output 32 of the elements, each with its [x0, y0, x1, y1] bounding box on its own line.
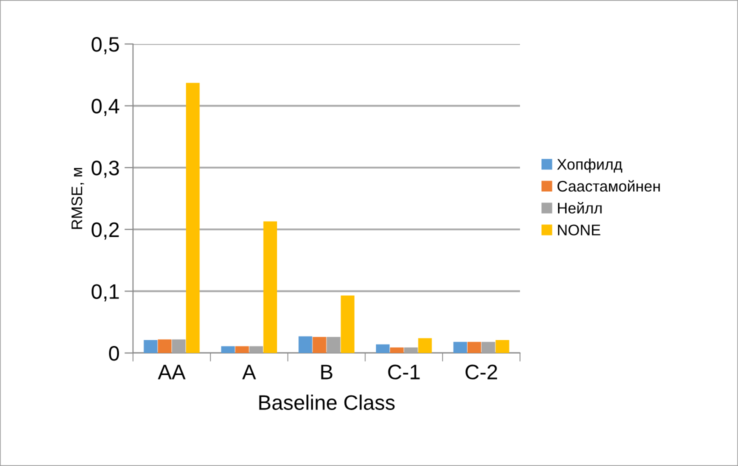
- x-tick-label: B: [321, 364, 332, 380]
- x-axis-title: Baseline Class: [259, 394, 395, 410]
- bar: [453, 342, 468, 353]
- y-tick-label: 0: [109, 346, 119, 361]
- bar: [221, 346, 235, 353]
- x-tick-label: A: [242, 364, 256, 380]
- bar: [186, 82, 200, 353]
- bar: [235, 346, 249, 353]
- x-tick-label: C-1: [388, 364, 420, 380]
- bar: [144, 340, 158, 353]
- y-tick-label: 0,5: [92, 37, 119, 54]
- x-tick-label: C-2: [466, 364, 498, 380]
- bar: [298, 336, 312, 353]
- x-tick-label: AA: [158, 364, 186, 380]
- bar: [376, 344, 390, 353]
- y-tick-label: 0,3: [92, 160, 119, 178]
- legend-label: Саастамойнен: [558, 180, 660, 192]
- bar: [390, 347, 404, 353]
- y-tick-label: 0,2: [92, 222, 119, 240]
- bar: [312, 336, 326, 353]
- bar: [263, 221, 278, 353]
- bar: [158, 339, 172, 353]
- legend-label: NONE: [558, 224, 600, 236]
- legend-label: Хопфилд: [557, 158, 622, 173]
- bar: [496, 340, 510, 353]
- y-axis-title: RMSE, м: [71, 168, 84, 229]
- legend-label: Нейлл: [558, 202, 602, 214]
- bar: [467, 342, 482, 353]
- bar: [340, 296, 354, 353]
- bar: [418, 338, 432, 353]
- y-tick-label: 0,4: [92, 98, 120, 116]
- y-tick-label: 0,1: [92, 284, 119, 302]
